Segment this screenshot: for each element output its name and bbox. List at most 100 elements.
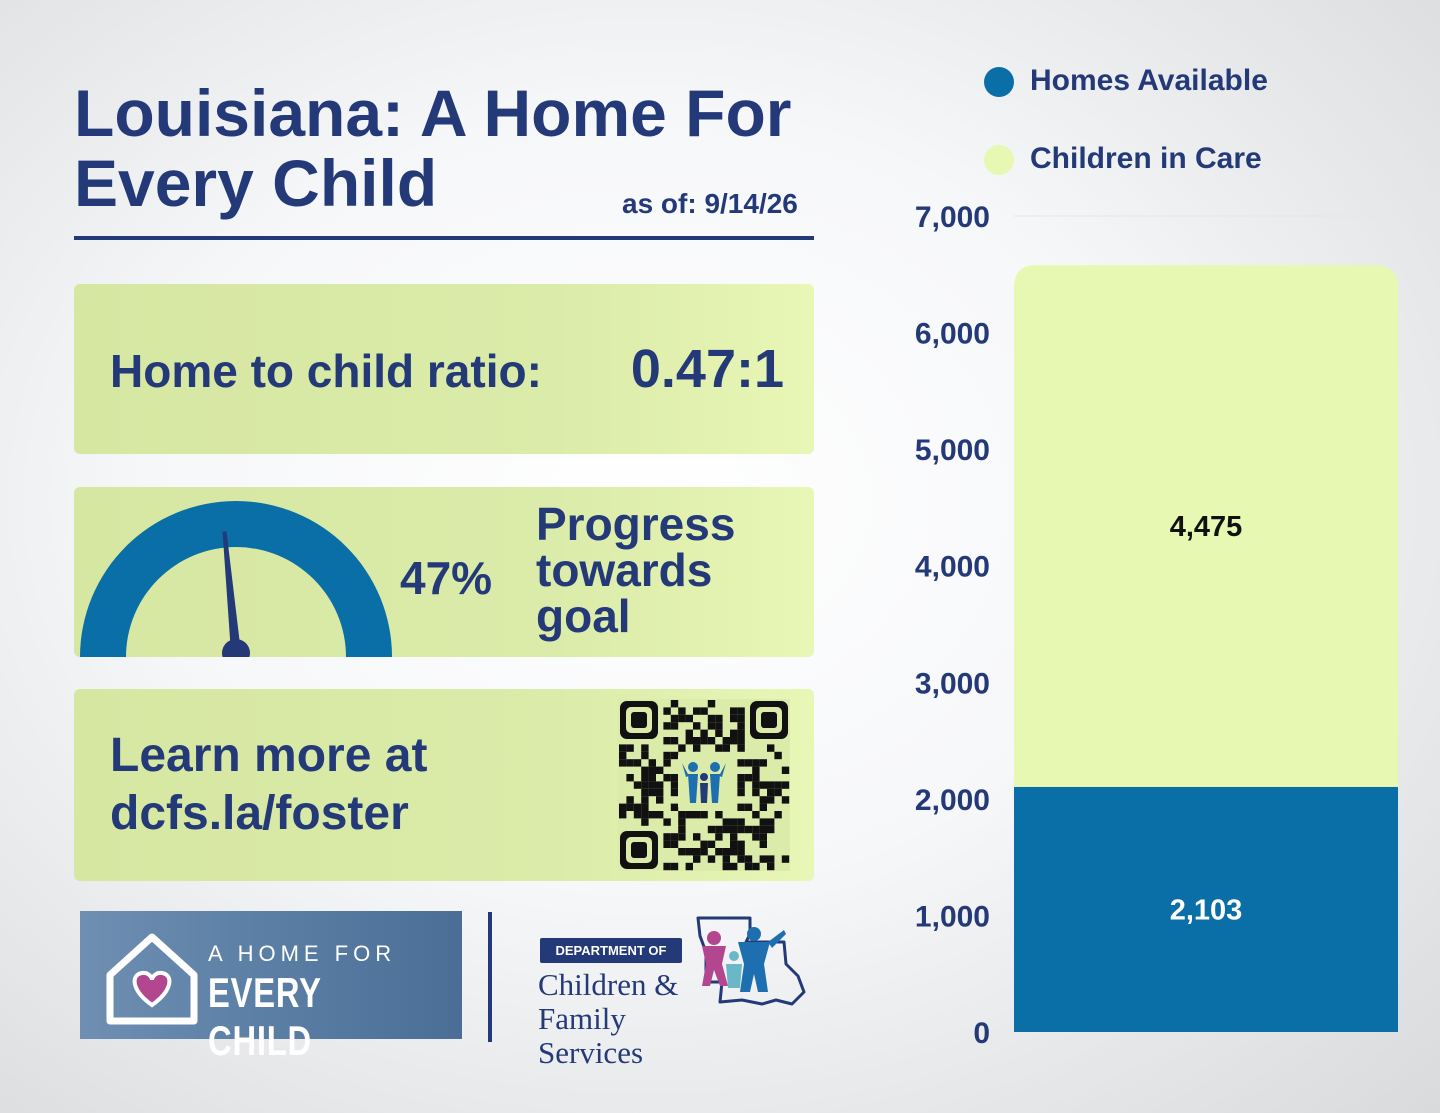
department-tag: DEPARTMENT OF	[540, 938, 682, 963]
qr-module	[767, 862, 775, 871]
y-tick-label: 7,000	[915, 201, 990, 234]
qr-module	[767, 825, 775, 834]
qr-module	[774, 781, 782, 789]
progress-card: 47% Progress towards goal	[74, 487, 814, 657]
y-tick-label: 5,000	[915, 434, 990, 467]
qr-module	[619, 803, 627, 811]
y-tick-label: 0	[973, 1017, 990, 1050]
qr-module	[670, 781, 679, 789]
progress-percent: 47%	[400, 552, 493, 604]
qr-module	[715, 825, 723, 834]
qr-module	[730, 840, 738, 848]
qr-module	[744, 862, 753, 871]
qr-module	[767, 781, 775, 789]
qr-module	[781, 781, 790, 789]
legend-swatch-children	[984, 145, 1014, 175]
qr-module	[678, 825, 686, 834]
qr-module	[737, 818, 745, 826]
qr-module	[663, 818, 671, 826]
qr-module	[626, 796, 634, 804]
qr-module	[678, 714, 686, 723]
dcfs-family-icon	[696, 916, 806, 1006]
qr-module	[700, 840, 708, 848]
qr-module	[744, 774, 753, 782]
qr-module	[678, 811, 686, 819]
qr-module	[656, 781, 664, 789]
qr-module	[641, 811, 649, 819]
qr-module	[670, 788, 679, 797]
qr-module	[722, 848, 730, 856]
qr-module	[767, 855, 775, 863]
qr-finder-top-left	[620, 701, 658, 739]
qr-module	[737, 722, 745, 730]
qr-module	[648, 759, 656, 767]
qr-module	[693, 855, 701, 863]
qr-module	[685, 729, 693, 737]
qr-module	[767, 818, 775, 826]
qr-module	[730, 714, 738, 723]
qr-module	[707, 855, 716, 863]
data-label-homes-available: 2,103	[1170, 894, 1243, 926]
qr-module	[693, 707, 701, 715]
qr-module	[641, 818, 649, 826]
qr-module	[722, 825, 730, 834]
ratio-card: Home to child ratio: 0.47:1	[74, 284, 814, 454]
qr-module	[737, 803, 745, 811]
qr-module	[693, 833, 701, 841]
qr-module	[619, 744, 627, 752]
gauge-arc	[80, 501, 392, 657]
qr-finder-top-right	[750, 701, 788, 739]
qr-module	[759, 833, 767, 841]
qr-module	[707, 714, 716, 723]
learn-more-text: Learn more at dcfs.la/foster	[110, 729, 428, 840]
qr-module	[730, 737, 738, 745]
qr-module	[656, 766, 664, 774]
qr-module	[641, 766, 649, 774]
ratio-label: Home to child ratio:	[110, 345, 542, 397]
legend-label-homes: Homes Available	[1030, 64, 1268, 97]
qr-module	[633, 759, 642, 767]
qr-module	[641, 803, 649, 811]
qr-module	[730, 833, 738, 841]
qr-module	[715, 714, 723, 723]
bar-segment-homes-available	[1014, 786, 1398, 1032]
qr-module	[700, 811, 708, 819]
qr-module	[759, 855, 767, 863]
qr-module	[759, 818, 767, 826]
y-tick-label: 1,000	[915, 900, 990, 933]
qr-module	[700, 848, 708, 856]
qr-module	[744, 803, 753, 811]
qr-module	[656, 811, 664, 819]
qr-module	[663, 707, 671, 715]
qr-module	[744, 855, 753, 863]
qr-module	[670, 737, 679, 745]
qr-module	[737, 825, 745, 834]
qr-module	[730, 848, 738, 856]
qr-module	[663, 751, 671, 760]
logo-line-1: A HOME FOR	[208, 941, 397, 966]
qr-module	[641, 796, 649, 804]
qr-module	[737, 781, 745, 789]
qr-module	[670, 803, 679, 811]
qr-module	[707, 700, 716, 708]
qr-code[interactable]	[618, 699, 790, 871]
qr-module	[641, 788, 649, 797]
qr-module	[678, 744, 686, 752]
qr-module	[700, 729, 708, 737]
house-heart-icon	[106, 933, 198, 1025]
ratio-value: 0.47:1	[630, 339, 784, 399]
qr-module	[744, 825, 753, 834]
qr-module	[752, 781, 760, 789]
y-tick-label: 2,000	[915, 784, 990, 817]
y-tick-label: 4,000	[915, 551, 990, 584]
learn-more-card: Learn more at dcfs.la/foster	[74, 689, 814, 881]
department-name: Children & Family Services	[538, 968, 698, 1070]
qr-module	[633, 811, 642, 819]
qr-module	[685, 811, 693, 819]
qr-module	[700, 707, 708, 715]
qr-module	[641, 751, 649, 760]
qr-module	[737, 759, 745, 767]
progress-label: Progress towards goal	[536, 498, 736, 642]
qr-module	[641, 774, 649, 782]
qr-module	[619, 811, 627, 819]
